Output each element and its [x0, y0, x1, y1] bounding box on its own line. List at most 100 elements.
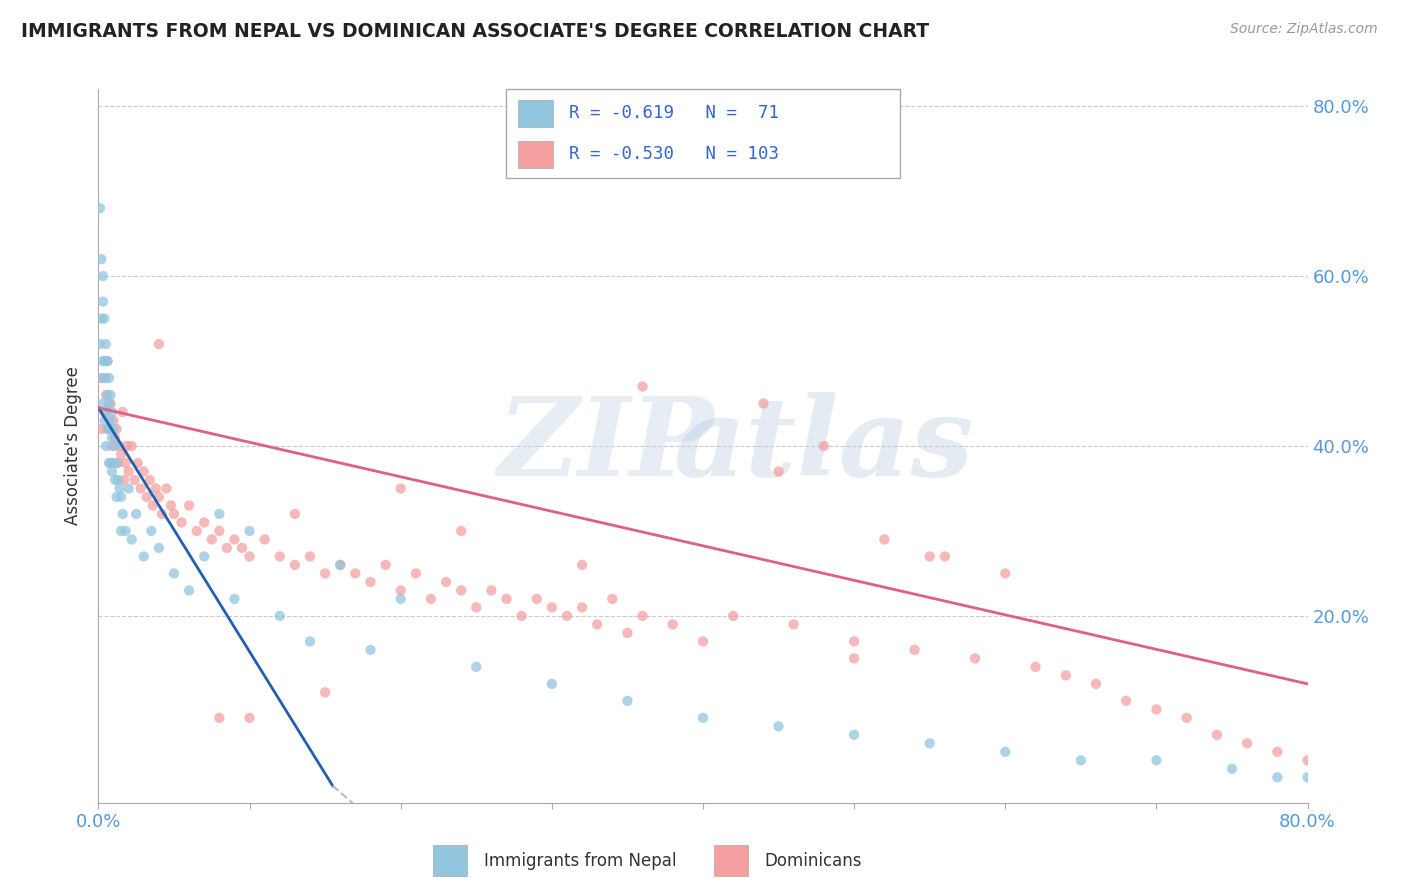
Text: ZIP: ZIP [498, 392, 714, 500]
FancyBboxPatch shape [517, 100, 554, 127]
Point [96, 422, 118, 436]
Point [768, 465, 790, 479]
Point [692, 711, 714, 725]
Point [90, 422, 112, 436]
Point [873, 533, 896, 547]
Point [420, 591, 443, 606]
Point [723, 608, 745, 623]
Point [91, 294, 114, 309]
Point [215, 541, 238, 555]
Point [179, 499, 201, 513]
Point [692, 634, 714, 648]
Point [111, 507, 134, 521]
Point [94, 337, 117, 351]
Text: Dominicans: Dominicans [765, 852, 862, 870]
Point [125, 507, 148, 521]
Point [118, 482, 141, 496]
Point [163, 507, 186, 521]
Text: atlas: atlas [673, 392, 974, 500]
Point [101, 405, 124, 419]
Point [115, 439, 138, 453]
Point [89, 201, 111, 215]
Point [132, 465, 155, 479]
Point [103, 413, 125, 427]
Point [105, 422, 128, 436]
Point [94, 388, 117, 402]
Point [103, 422, 125, 436]
Point [616, 626, 638, 640]
Point [98, 422, 121, 436]
Text: Source: ZipAtlas.com: Source: ZipAtlas.com [1230, 22, 1378, 37]
Point [90, 311, 112, 326]
Point [163, 566, 186, 581]
Point [101, 439, 124, 453]
Point [1175, 711, 1198, 725]
Point [616, 694, 638, 708]
Point [208, 507, 231, 521]
Point [314, 685, 336, 699]
Point [450, 583, 472, 598]
Point [148, 490, 170, 504]
Point [118, 465, 141, 479]
Point [124, 473, 146, 487]
Text: Immigrants from Nepal: Immigrants from Nepal [484, 852, 676, 870]
Point [100, 396, 122, 410]
Point [1024, 660, 1046, 674]
Point [284, 507, 307, 521]
Point [145, 482, 167, 496]
Point [526, 591, 548, 606]
Point [112, 473, 135, 487]
FancyBboxPatch shape [506, 89, 900, 178]
Point [105, 456, 128, 470]
Point [91, 269, 114, 284]
Point [105, 490, 128, 504]
Point [768, 719, 790, 733]
Point [1144, 753, 1167, 767]
Point [450, 524, 472, 538]
Point [510, 608, 533, 623]
Point [114, 456, 136, 470]
Point [141, 524, 163, 538]
Point [103, 456, 125, 470]
Point [108, 439, 131, 453]
Point [602, 591, 624, 606]
Point [208, 524, 231, 538]
Point [239, 549, 262, 564]
Point [127, 456, 149, 470]
Point [98, 396, 121, 410]
Point [94, 439, 117, 453]
Point [571, 558, 593, 572]
Point [104, 430, 127, 444]
Point [1054, 668, 1077, 682]
Point [93, 354, 115, 368]
Point [96, 354, 118, 368]
FancyBboxPatch shape [433, 846, 467, 876]
Point [269, 608, 291, 623]
Point [269, 549, 291, 564]
Point [93, 405, 115, 419]
Point [813, 439, 835, 453]
Point [1296, 770, 1319, 784]
Point [783, 617, 806, 632]
Point [374, 558, 396, 572]
Point [934, 549, 956, 564]
Point [631, 608, 654, 623]
Point [201, 533, 224, 547]
Point [540, 677, 562, 691]
Point [100, 413, 122, 427]
Point [96, 388, 118, 402]
Point [135, 490, 157, 504]
Point [90, 371, 112, 385]
Point [540, 600, 562, 615]
Point [389, 583, 412, 598]
Point [139, 473, 162, 487]
Point [129, 482, 152, 496]
Point [481, 583, 503, 598]
Point [110, 448, 132, 462]
Point [405, 566, 427, 581]
Point [434, 574, 457, 589]
Point [389, 482, 412, 496]
Point [360, 643, 382, 657]
Point [495, 591, 517, 606]
Point [98, 456, 121, 470]
